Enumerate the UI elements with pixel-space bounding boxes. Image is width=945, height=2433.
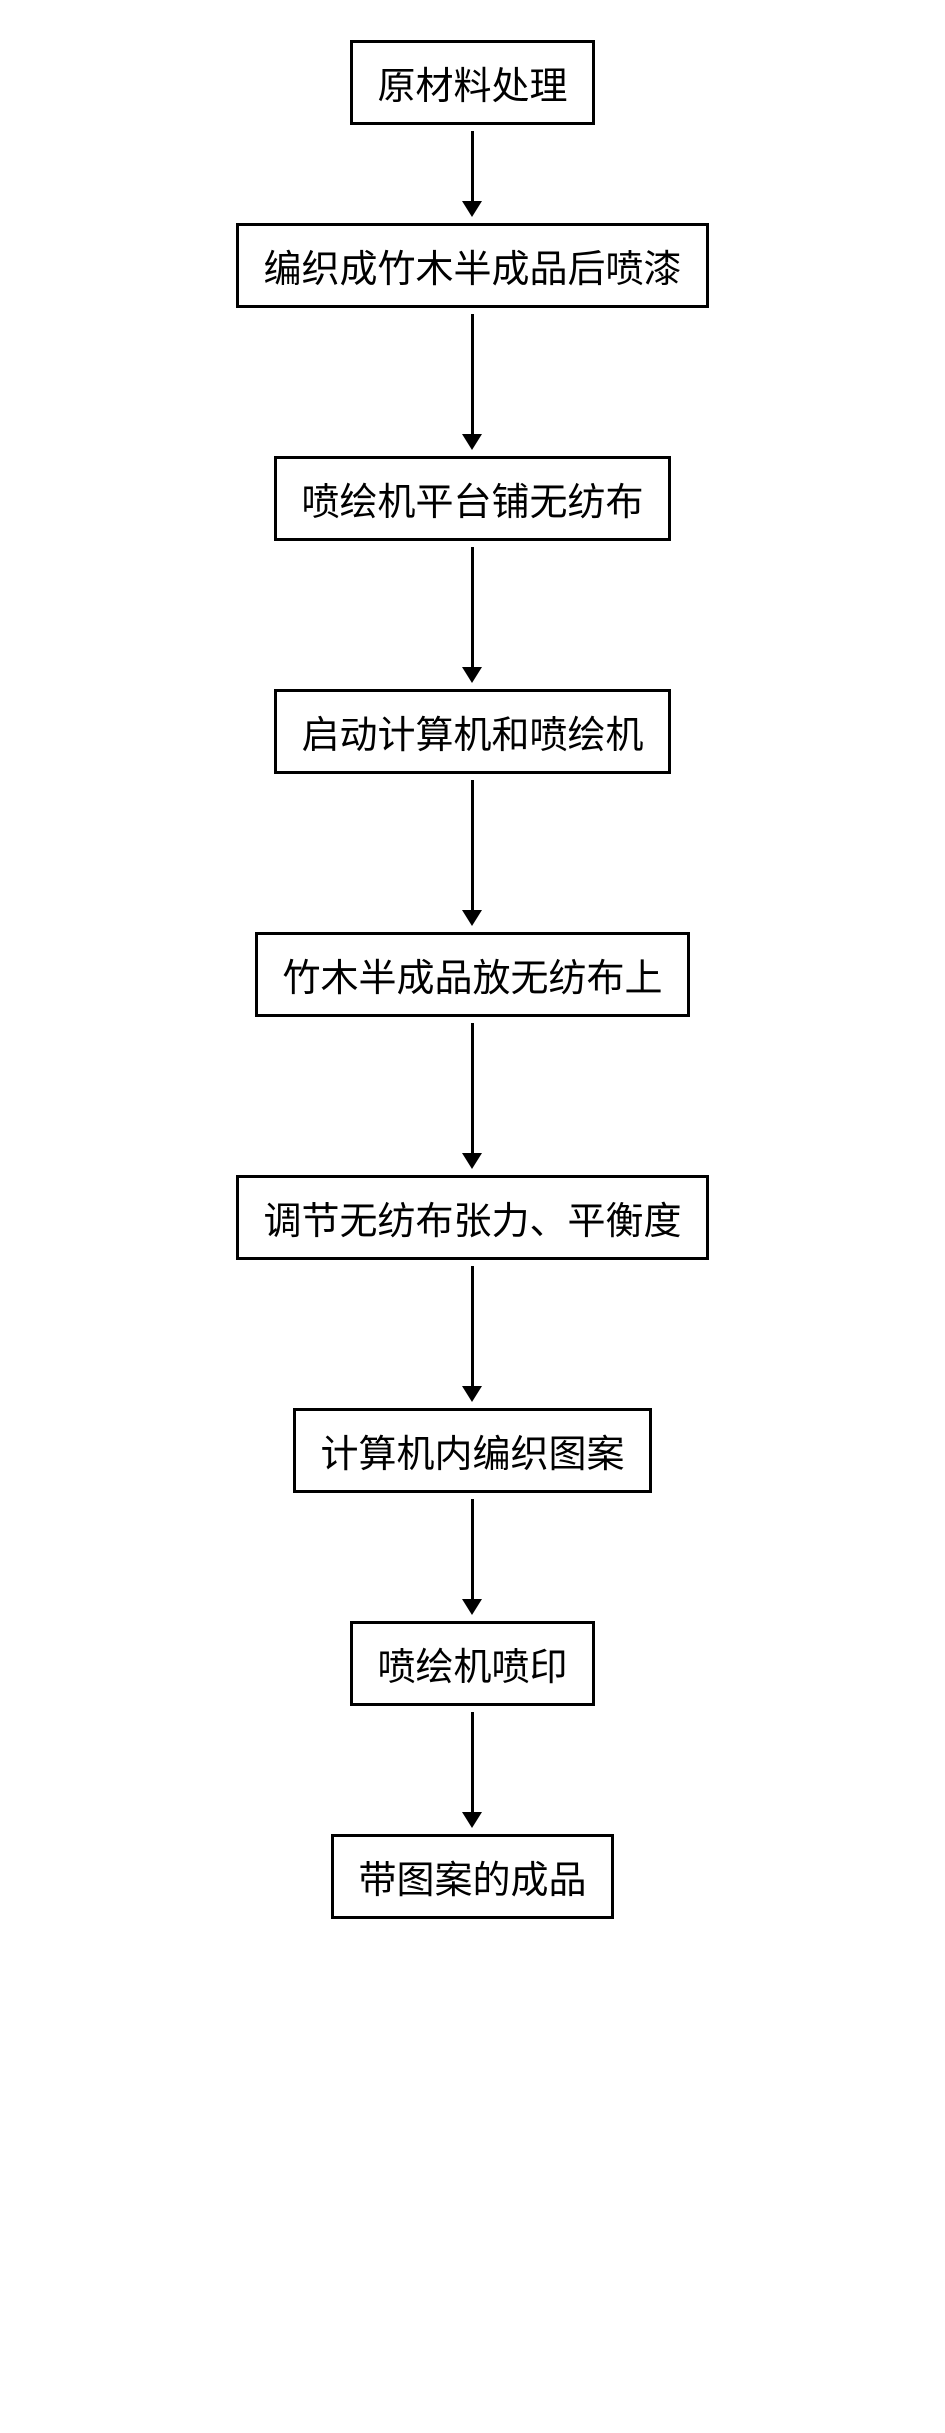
flowchart-arrow (462, 780, 482, 926)
flowchart-arrow (462, 314, 482, 450)
flowchart-step: 计算机内编织图案 (293, 1408, 651, 1493)
step-label: 计算机内编织图案 (320, 1434, 624, 1476)
step-label: 调节无纺布张力、平衡度 (263, 1201, 681, 1243)
step-label: 启动计算机和喷绘机 (301, 715, 643, 757)
step-label: 带图案的成品 (358, 1860, 586, 1902)
step-label: 喷绘机平台铺无纺布 (301, 482, 643, 524)
flowchart-arrow (462, 1712, 482, 1828)
flowchart-step: 竹木半成品放无纺布上 (255, 932, 689, 1017)
flowchart-arrow (462, 1499, 482, 1615)
flowchart-step: 原材料处理 (350, 40, 594, 125)
flowchart-step: 带图案的成品 (331, 1834, 613, 1919)
step-label: 编织成竹木半成品后喷漆 (263, 249, 681, 291)
flowchart-arrow (462, 1266, 482, 1402)
flowchart-step: 喷绘机喷印 (350, 1621, 594, 1706)
step-label: 原材料处理 (377, 66, 567, 108)
flowchart-arrow (462, 131, 482, 217)
flowchart-step: 编织成竹木半成品后喷漆 (236, 223, 708, 308)
flowchart-step: 启动计算机和喷绘机 (274, 689, 670, 774)
step-label: 竹木半成品放无纺布上 (282, 958, 662, 1000)
flowchart-step: 喷绘机平台铺无纺布 (274, 456, 670, 541)
flowchart-arrow (462, 1023, 482, 1169)
flowchart-step: 调节无纺布张力、平衡度 (236, 1175, 708, 1260)
flowchart-arrow (462, 547, 482, 683)
step-label: 喷绘机喷印 (377, 1647, 567, 1689)
process-flowchart: 原材料处理编织成竹木半成品后喷漆喷绘机平台铺无纺布启动计算机和喷绘机竹木半成品放… (236, 40, 708, 1919)
